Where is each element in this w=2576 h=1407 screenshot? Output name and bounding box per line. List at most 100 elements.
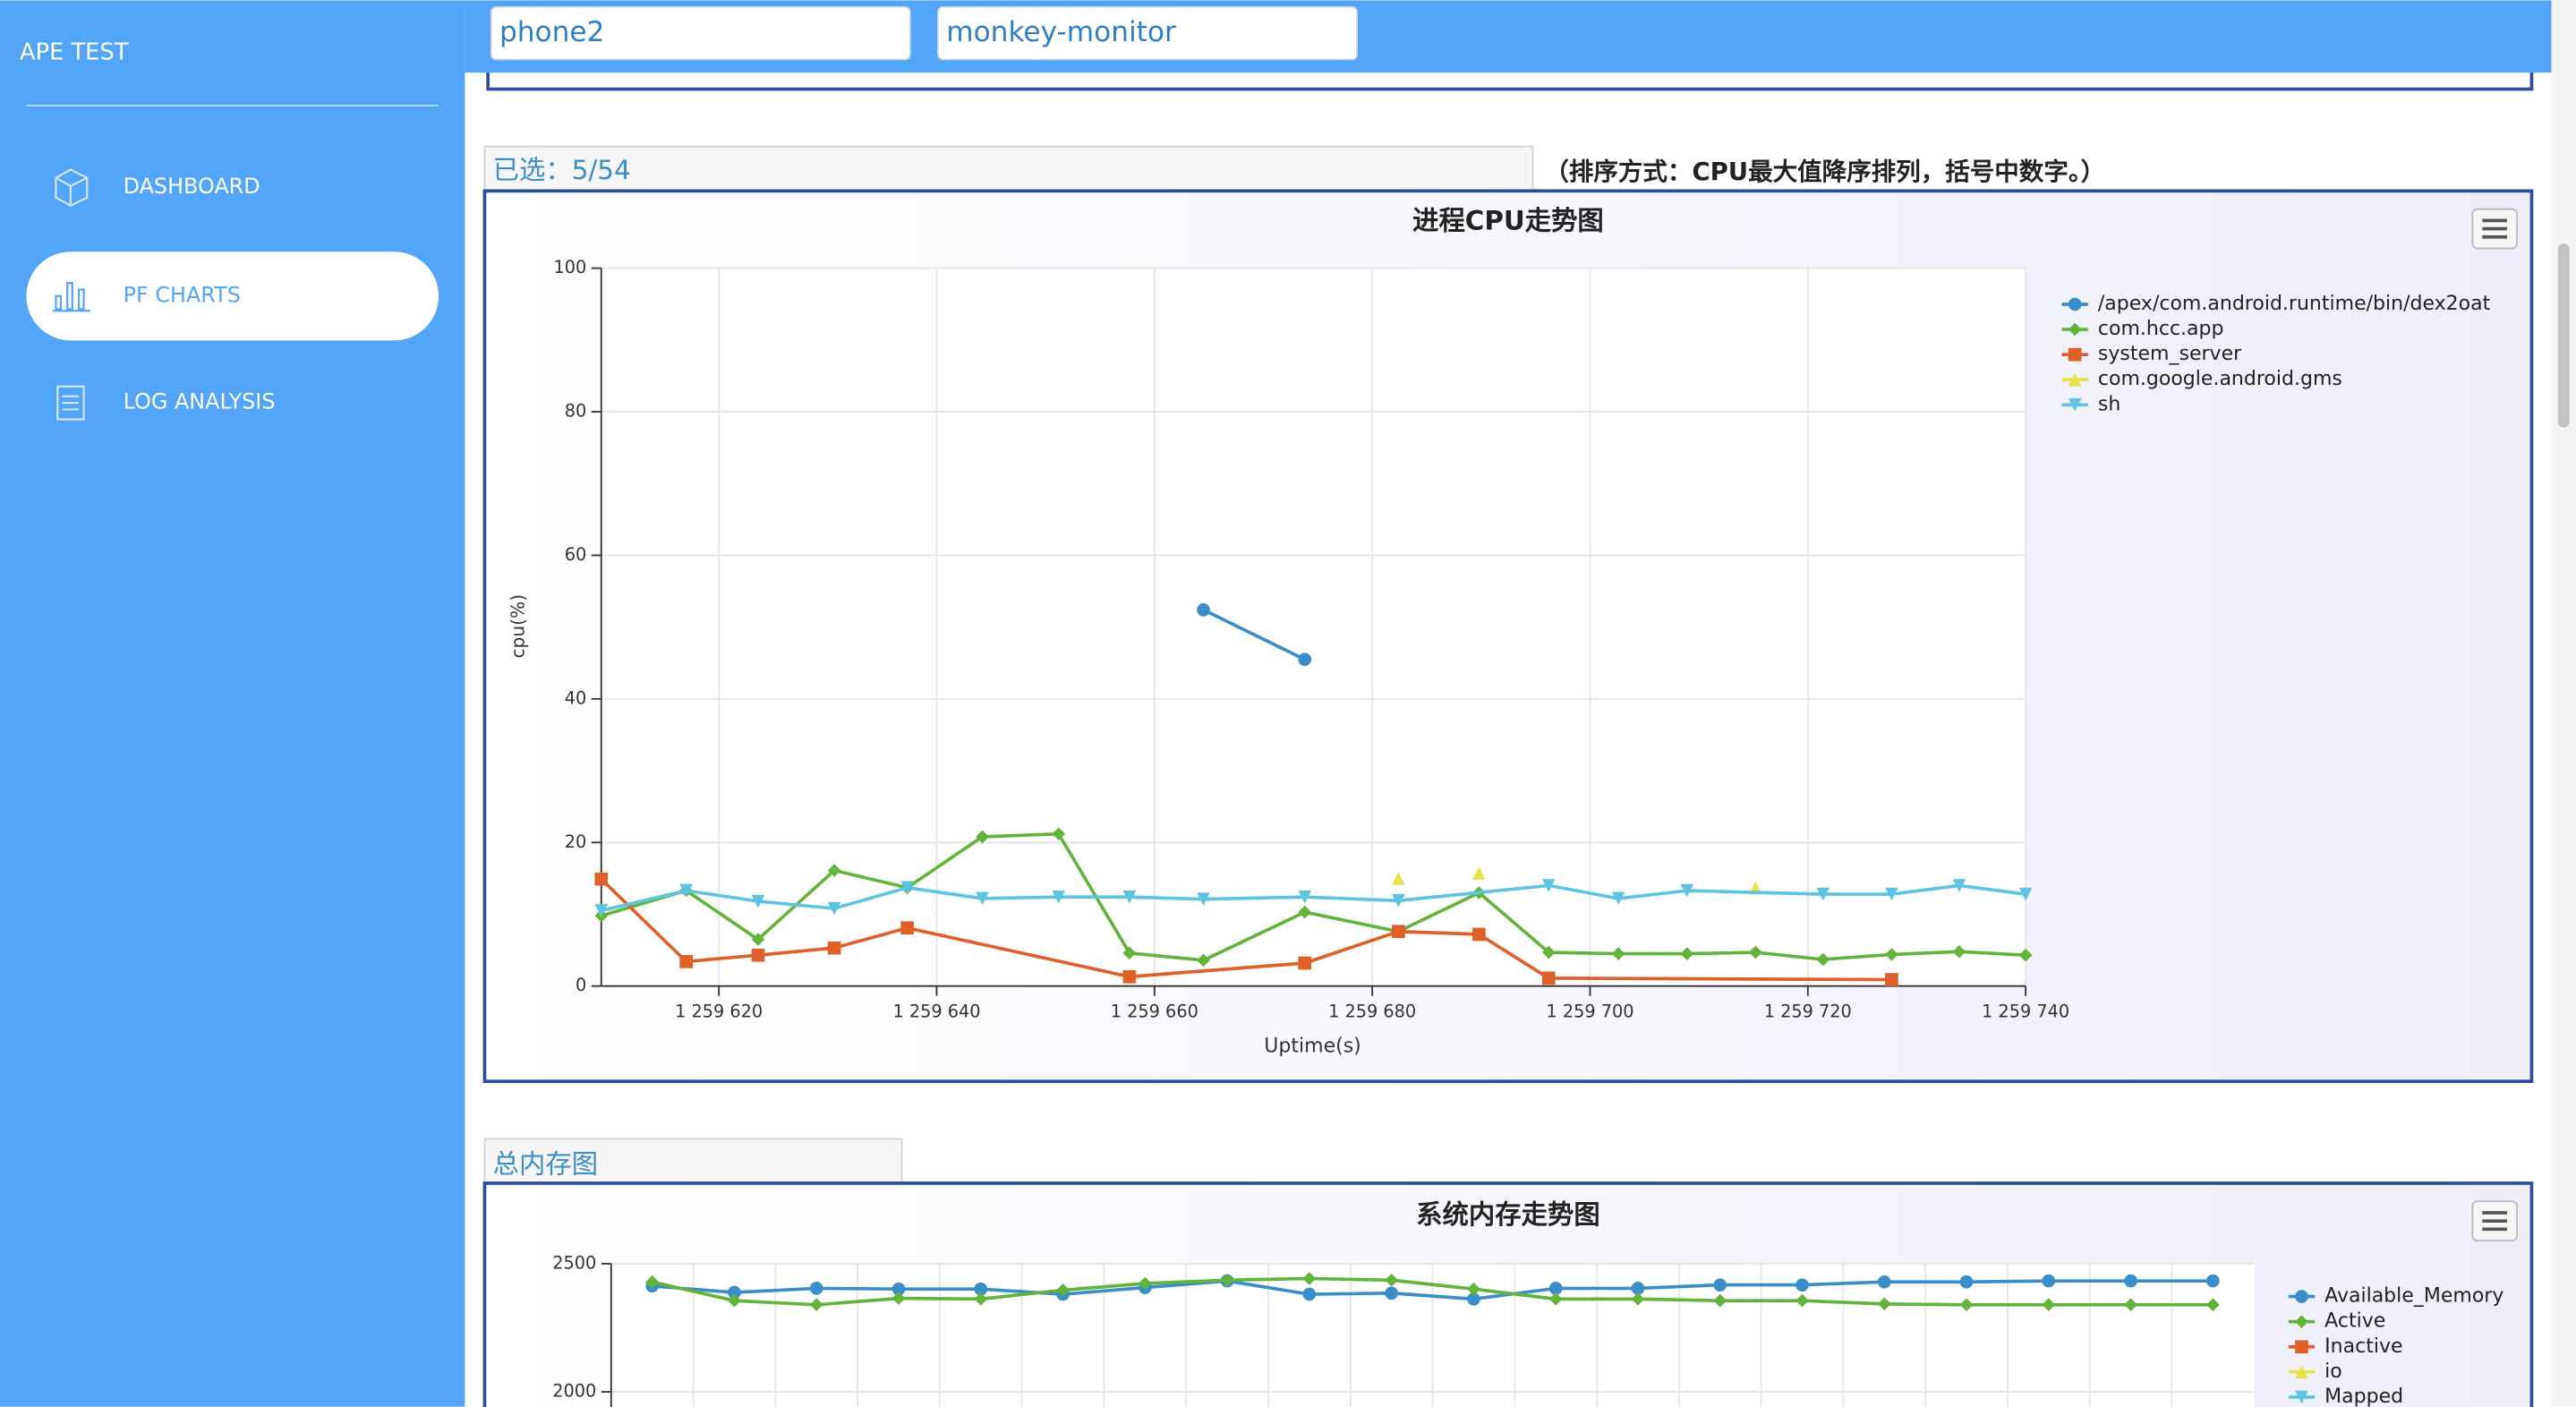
- point: [1631, 1292, 1645, 1306]
- point: [1298, 956, 1312, 970]
- scrollbar: [2551, 0, 2576, 1407]
- nav-item[interactable]: DASHBOARD: [124, 174, 260, 199]
- point: [1298, 652, 1312, 667]
- point: [1472, 927, 1486, 942]
- legend-label: com.google.android.gms: [2098, 368, 2342, 390]
- point: [1713, 1278, 1727, 1292]
- point: [900, 881, 914, 895]
- legend-label: Mapped: [2324, 1386, 2403, 1407]
- x-tick-label: 1 259 740: [1982, 1002, 2069, 1022]
- series-line: [601, 831, 2026, 962]
- y-tick-label: 60: [565, 544, 587, 565]
- point: [2206, 1274, 2220, 1288]
- scroll-thumb[interactable]: [2557, 243, 2570, 428]
- legend-label: io: [2324, 1360, 2342, 1383]
- legend-marker: [2295, 1340, 2308, 1354]
- point: [1197, 892, 1210, 906]
- point: [1052, 890, 1066, 904]
- series-line: [1202, 608, 1306, 661]
- point: [1298, 890, 1312, 904]
- point: [1952, 879, 1966, 892]
- menu-button[interactable]: [2471, 208, 2518, 250]
- point: [594, 872, 609, 886]
- point: [1392, 872, 1405, 885]
- nav-item[interactable]: PF CHARTS: [124, 282, 241, 307]
- point: [679, 883, 694, 898]
- y-tick-label: 80: [565, 401, 587, 422]
- y-tick-label: 20: [565, 831, 587, 852]
- legend-marker: [2068, 397, 2082, 412]
- point: [900, 921, 914, 935]
- section-title: 总内存图: [493, 1148, 598, 1179]
- chart-title: 系统内存走势图: [1416, 1199, 1600, 1230]
- y-tick-label: 2500: [552, 1252, 596, 1273]
- point: [1392, 893, 1405, 908]
- legend-label: /apex/com.android.runtime/bin/dex2oat: [2098, 293, 2491, 315]
- series-line: [652, 1279, 2213, 1301]
- point: [2124, 1274, 2137, 1288]
- point: [679, 955, 694, 968]
- sidebar: [0, 0, 465, 1407]
- legend-marker: [2068, 297, 2082, 311]
- panel-edge: [486, 72, 2534, 91]
- point: [1631, 1282, 1645, 1295]
- point: [1877, 1297, 1891, 1311]
- dashboard-icon: [55, 168, 89, 208]
- x-tick-label: 1 259 720: [1764, 1002, 1852, 1022]
- input-text: monkey-monitor: [946, 16, 1176, 48]
- point: [1541, 971, 1556, 985]
- legend-label: system_server: [2098, 343, 2242, 365]
- app-title: APE TEST: [20, 39, 129, 66]
- x-tick-label: 1 259 640: [892, 1002, 980, 1022]
- task-input[interactable]: [937, 5, 1359, 61]
- y-tick-label: 100: [553, 257, 586, 277]
- point: [1796, 1278, 1809, 1292]
- nav-active[interactable]: [26, 252, 439, 341]
- point: [891, 1282, 906, 1296]
- legend-label: com.hcc.app: [2098, 318, 2224, 340]
- series-line: [601, 883, 2026, 913]
- point: [1392, 925, 1405, 939]
- point: [1548, 1282, 1563, 1295]
- point: [1680, 883, 1694, 898]
- point: [1197, 603, 1210, 617]
- x-tick-label: 1 259 680: [1328, 1002, 1416, 1022]
- point: [1472, 866, 1486, 881]
- charts-icon: [52, 282, 90, 312]
- point: [751, 894, 765, 908]
- device-input[interactable]: [490, 5, 911, 61]
- point: [974, 1282, 988, 1296]
- x-axis-label: Uptime(s): [1264, 1036, 1361, 1058]
- point: [1885, 948, 1898, 961]
- point: [2042, 1274, 2056, 1288]
- legend-marker: [2068, 347, 2082, 362]
- point: [1885, 887, 1898, 901]
- point: [1467, 1292, 1480, 1306]
- point: [751, 948, 765, 962]
- menu-button[interactable]: [2471, 1200, 2518, 1242]
- point: [1885, 973, 1898, 986]
- point: [809, 1282, 823, 1295]
- point: [1122, 946, 1137, 960]
- point: [1877, 1275, 1891, 1289]
- tab: [483, 1138, 903, 1184]
- point: [827, 901, 841, 916]
- point: [1611, 891, 1625, 906]
- x-tick-label: 1 259 700: [1546, 1002, 1633, 1022]
- nav-item[interactable]: LOG ANALYSIS: [124, 389, 276, 414]
- y-tick-label: 2000: [552, 1381, 596, 1402]
- point: [594, 904, 609, 917]
- point: [1302, 1272, 1317, 1285]
- legend-marker: [2068, 372, 2082, 387]
- point: [1138, 1276, 1152, 1291]
- point: [1541, 945, 1556, 959]
- point: [1959, 1275, 1974, 1289]
- legend-marker: [2295, 1390, 2308, 1404]
- point: [827, 941, 841, 955]
- legend-marker: [2295, 1365, 2308, 1379]
- point: [1749, 945, 1762, 959]
- point: [1541, 879, 1556, 892]
- selected-count: 已选：5/54: [493, 155, 631, 185]
